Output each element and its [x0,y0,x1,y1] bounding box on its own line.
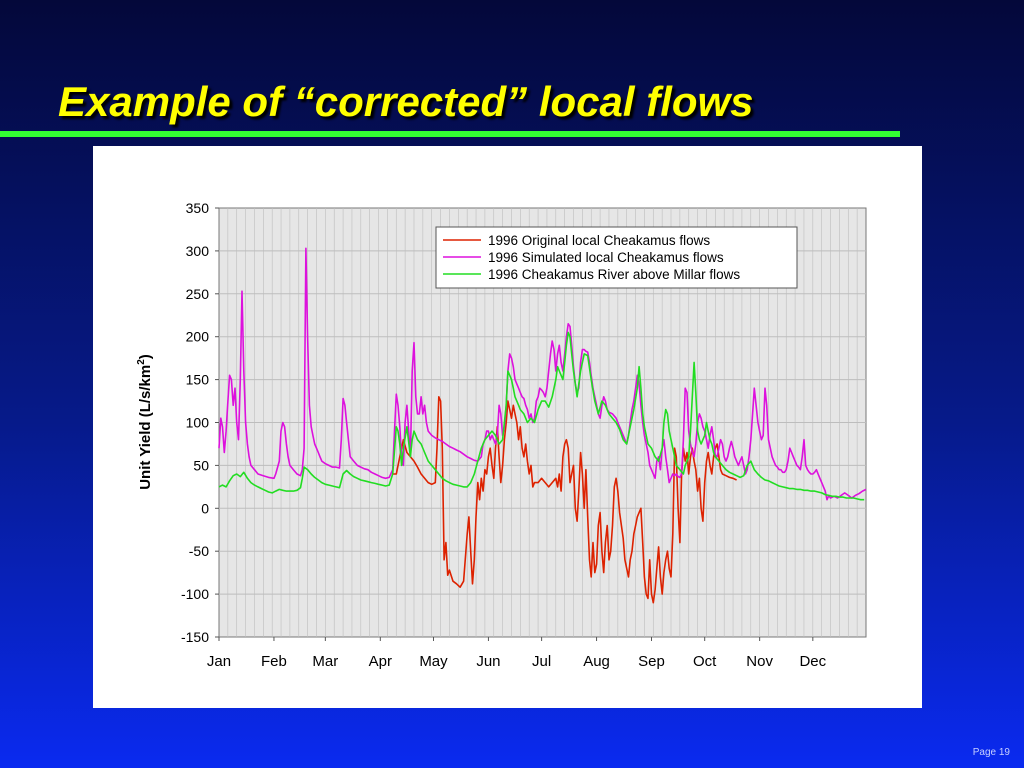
x-tick-label: Jun [476,653,500,670]
y-tick-label: 350 [186,200,210,216]
line-chart: 350 300 250 200 150 100 50 0 -50 -100 -150 Jan Feb Ma… [136,200,867,670]
legend-box [435,226,798,289]
y-tick-label: -100 [181,586,209,602]
chart-panel: 350 300 250 200 150 100 50 0 -50 -100 -150 Jan Feb Ma… [93,146,922,708]
y-tick-label: -50 [189,543,209,559]
y-tick-label: 300 [186,243,210,259]
x-tick-label: May [419,653,448,670]
series-line-2 [218,247,867,501]
legend-label-1: 1996 Original local Cheakamus flows [488,233,710,248]
y-tick-label: 0 [201,500,209,516]
series-line-3 [218,331,865,501]
title-underline [0,131,900,137]
y-axis-label: Unit Yield (L/s/km2) [136,354,154,490]
slide-title: Example of “corrected” local flows [58,78,754,125]
x-tick-label: Nov [746,653,773,670]
y-axis-label-tail: ) [137,354,154,359]
legend-label-2: 1996 Simulated local Cheakamus flows [488,250,724,265]
legend: 1996 Original local Cheakamus flows 1996 … [435,226,798,289]
page-number: Page 19 [972,747,1010,758]
y-tick-label: 200 [186,329,210,345]
y-axis-label-superscript: 2 [136,359,147,365]
y-tick-label: 50 [193,457,209,473]
series-line-1 [392,396,737,604]
x-tick-label: Sep [638,653,665,670]
x-tick-label: Dec [799,653,826,670]
series-lines [218,247,867,604]
legend-label-3: 1996 Cheakamus River above Millar flows [488,267,740,282]
y-axis-label-main: Unit Yield (L/s/km [137,365,154,490]
y-tick-label: 100 [186,415,210,431]
x-tick-label: Feb [261,653,287,670]
x-tick-label: Mar [312,653,338,670]
y-tick-label: 150 [186,372,210,388]
x-tick-label: Jul [532,653,551,670]
x-tick-label: Jan [207,653,231,670]
y-tick-label: 250 [186,286,210,302]
x-tick-label: Aug [583,653,610,670]
x-tick-label: Oct [693,653,717,670]
y-tick-label: -150 [181,629,209,645]
x-tick-label: Apr [369,653,392,670]
axes: 350 300 250 200 150 100 50 0 -50 -100 -150 Jan Feb Ma… [181,200,827,670]
